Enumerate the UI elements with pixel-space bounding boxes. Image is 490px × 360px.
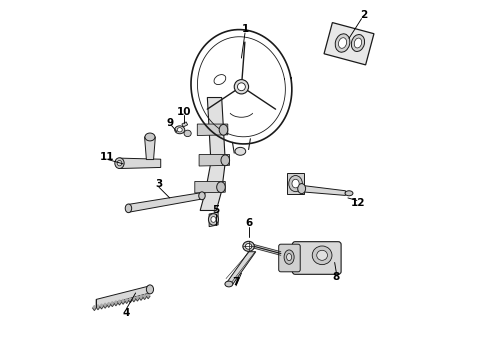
Ellipse shape	[211, 217, 216, 222]
Ellipse shape	[145, 133, 155, 141]
Polygon shape	[93, 306, 96, 311]
Polygon shape	[128, 193, 202, 212]
Polygon shape	[225, 252, 256, 285]
Text: 1: 1	[242, 24, 248, 35]
Ellipse shape	[238, 83, 245, 91]
Text: 4: 4	[123, 308, 130, 318]
Polygon shape	[111, 302, 114, 307]
Polygon shape	[128, 298, 132, 303]
Ellipse shape	[225, 281, 233, 287]
Ellipse shape	[125, 204, 132, 213]
Polygon shape	[118, 300, 122, 305]
Ellipse shape	[298, 184, 306, 194]
Ellipse shape	[351, 35, 365, 51]
Text: 2: 2	[360, 10, 367, 20]
Ellipse shape	[335, 34, 350, 52]
Polygon shape	[302, 185, 345, 195]
Text: 8: 8	[333, 272, 340, 282]
Polygon shape	[96, 286, 150, 307]
Ellipse shape	[339, 38, 346, 48]
Ellipse shape	[235, 147, 245, 155]
Polygon shape	[125, 298, 128, 303]
Text: 11: 11	[99, 152, 114, 162]
Polygon shape	[132, 297, 136, 302]
Ellipse shape	[284, 250, 294, 264]
Polygon shape	[200, 98, 225, 211]
Polygon shape	[114, 301, 118, 306]
Ellipse shape	[312, 246, 332, 265]
Polygon shape	[143, 294, 147, 300]
Ellipse shape	[217, 182, 225, 193]
Text: 10: 10	[177, 107, 191, 117]
Polygon shape	[324, 23, 374, 65]
Polygon shape	[145, 137, 155, 159]
Ellipse shape	[117, 161, 122, 166]
Ellipse shape	[317, 250, 327, 260]
Text: 6: 6	[245, 218, 252, 228]
Ellipse shape	[177, 128, 182, 132]
Ellipse shape	[345, 191, 353, 196]
Polygon shape	[120, 158, 161, 168]
Polygon shape	[96, 305, 100, 310]
Polygon shape	[147, 294, 150, 299]
Ellipse shape	[208, 214, 219, 225]
Polygon shape	[287, 173, 304, 194]
Text: 9: 9	[166, 118, 173, 128]
Polygon shape	[139, 295, 143, 300]
Ellipse shape	[287, 253, 292, 261]
Ellipse shape	[292, 179, 299, 188]
Ellipse shape	[243, 241, 254, 251]
Polygon shape	[122, 299, 125, 304]
Polygon shape	[107, 302, 111, 307]
Text: 7: 7	[232, 277, 240, 287]
Polygon shape	[199, 154, 230, 166]
Polygon shape	[195, 181, 225, 193]
Ellipse shape	[221, 155, 230, 166]
Ellipse shape	[219, 125, 228, 135]
Ellipse shape	[184, 130, 191, 136]
FancyBboxPatch shape	[279, 244, 300, 272]
Ellipse shape	[199, 192, 205, 200]
Polygon shape	[136, 296, 139, 301]
Polygon shape	[100, 304, 103, 309]
Polygon shape	[103, 303, 107, 308]
Ellipse shape	[147, 285, 153, 294]
Text: 3: 3	[155, 179, 163, 189]
FancyBboxPatch shape	[293, 242, 341, 274]
Ellipse shape	[175, 126, 185, 134]
Polygon shape	[182, 122, 188, 127]
Ellipse shape	[245, 243, 252, 249]
Text: 5: 5	[212, 206, 219, 216]
Ellipse shape	[234, 80, 248, 94]
Ellipse shape	[289, 176, 302, 192]
Polygon shape	[209, 212, 218, 226]
Text: 12: 12	[351, 198, 365, 208]
Ellipse shape	[115, 158, 124, 168]
Polygon shape	[197, 124, 228, 135]
Ellipse shape	[354, 38, 362, 48]
